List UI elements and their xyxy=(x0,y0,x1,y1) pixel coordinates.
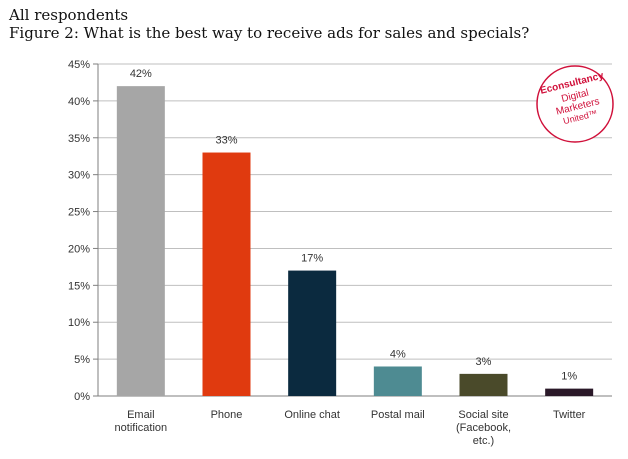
bar xyxy=(373,366,422,396)
x-category-label: notification xyxy=(115,422,168,434)
x-category-label: Email xyxy=(127,409,155,421)
y-axis: 0% 5% 10% 15% 20% 25% 30% 35% 40% 45% xyxy=(68,59,99,403)
y-tick-label: 0% xyxy=(74,391,90,403)
bar-value-label: 42% xyxy=(130,68,152,80)
bar-value-label: 1% xyxy=(561,371,577,383)
bar-value-label: 4% xyxy=(390,348,406,360)
y-tick-label: 20% xyxy=(68,243,90,255)
bar xyxy=(116,86,165,396)
bar xyxy=(459,373,508,396)
y-tick-label: 40% xyxy=(68,96,90,108)
y-tick-label: 10% xyxy=(68,317,90,329)
bar-value-label: 33% xyxy=(215,135,237,147)
y-tick-label: 25% xyxy=(68,207,90,219)
x-category-label: Postal mail xyxy=(371,409,425,421)
bar xyxy=(288,270,337,396)
y-tick-label: 5% xyxy=(74,354,90,366)
chart-header: All respondents Figure 2: What is the be… xyxy=(9,6,529,43)
x-category-label: etc.) xyxy=(473,435,494,447)
bar xyxy=(545,388,594,396)
y-tick-label: 45% xyxy=(68,59,90,71)
bars: 42% 33% 17% 4% 3% 1% xyxy=(116,68,594,396)
y-tick-label: 15% xyxy=(68,280,90,292)
bar-value-label: 17% xyxy=(301,253,323,265)
x-category-label: Twitter xyxy=(553,409,586,421)
x-category-label: Phone xyxy=(211,409,243,421)
respondents-label: All respondents xyxy=(9,6,129,24)
x-category-label: (Facebook, xyxy=(456,422,511,434)
grid-lines xyxy=(98,63,612,397)
bar-value-label: 3% xyxy=(476,356,492,368)
y-tick-label: 30% xyxy=(68,170,90,182)
chart-title: Figure 2: What is the best way to receiv… xyxy=(9,24,530,42)
bar xyxy=(202,152,251,396)
x-category-label: Social site xyxy=(458,409,508,421)
x-category-label: Online chat xyxy=(284,409,340,421)
y-tick-label: 35% xyxy=(68,133,90,145)
